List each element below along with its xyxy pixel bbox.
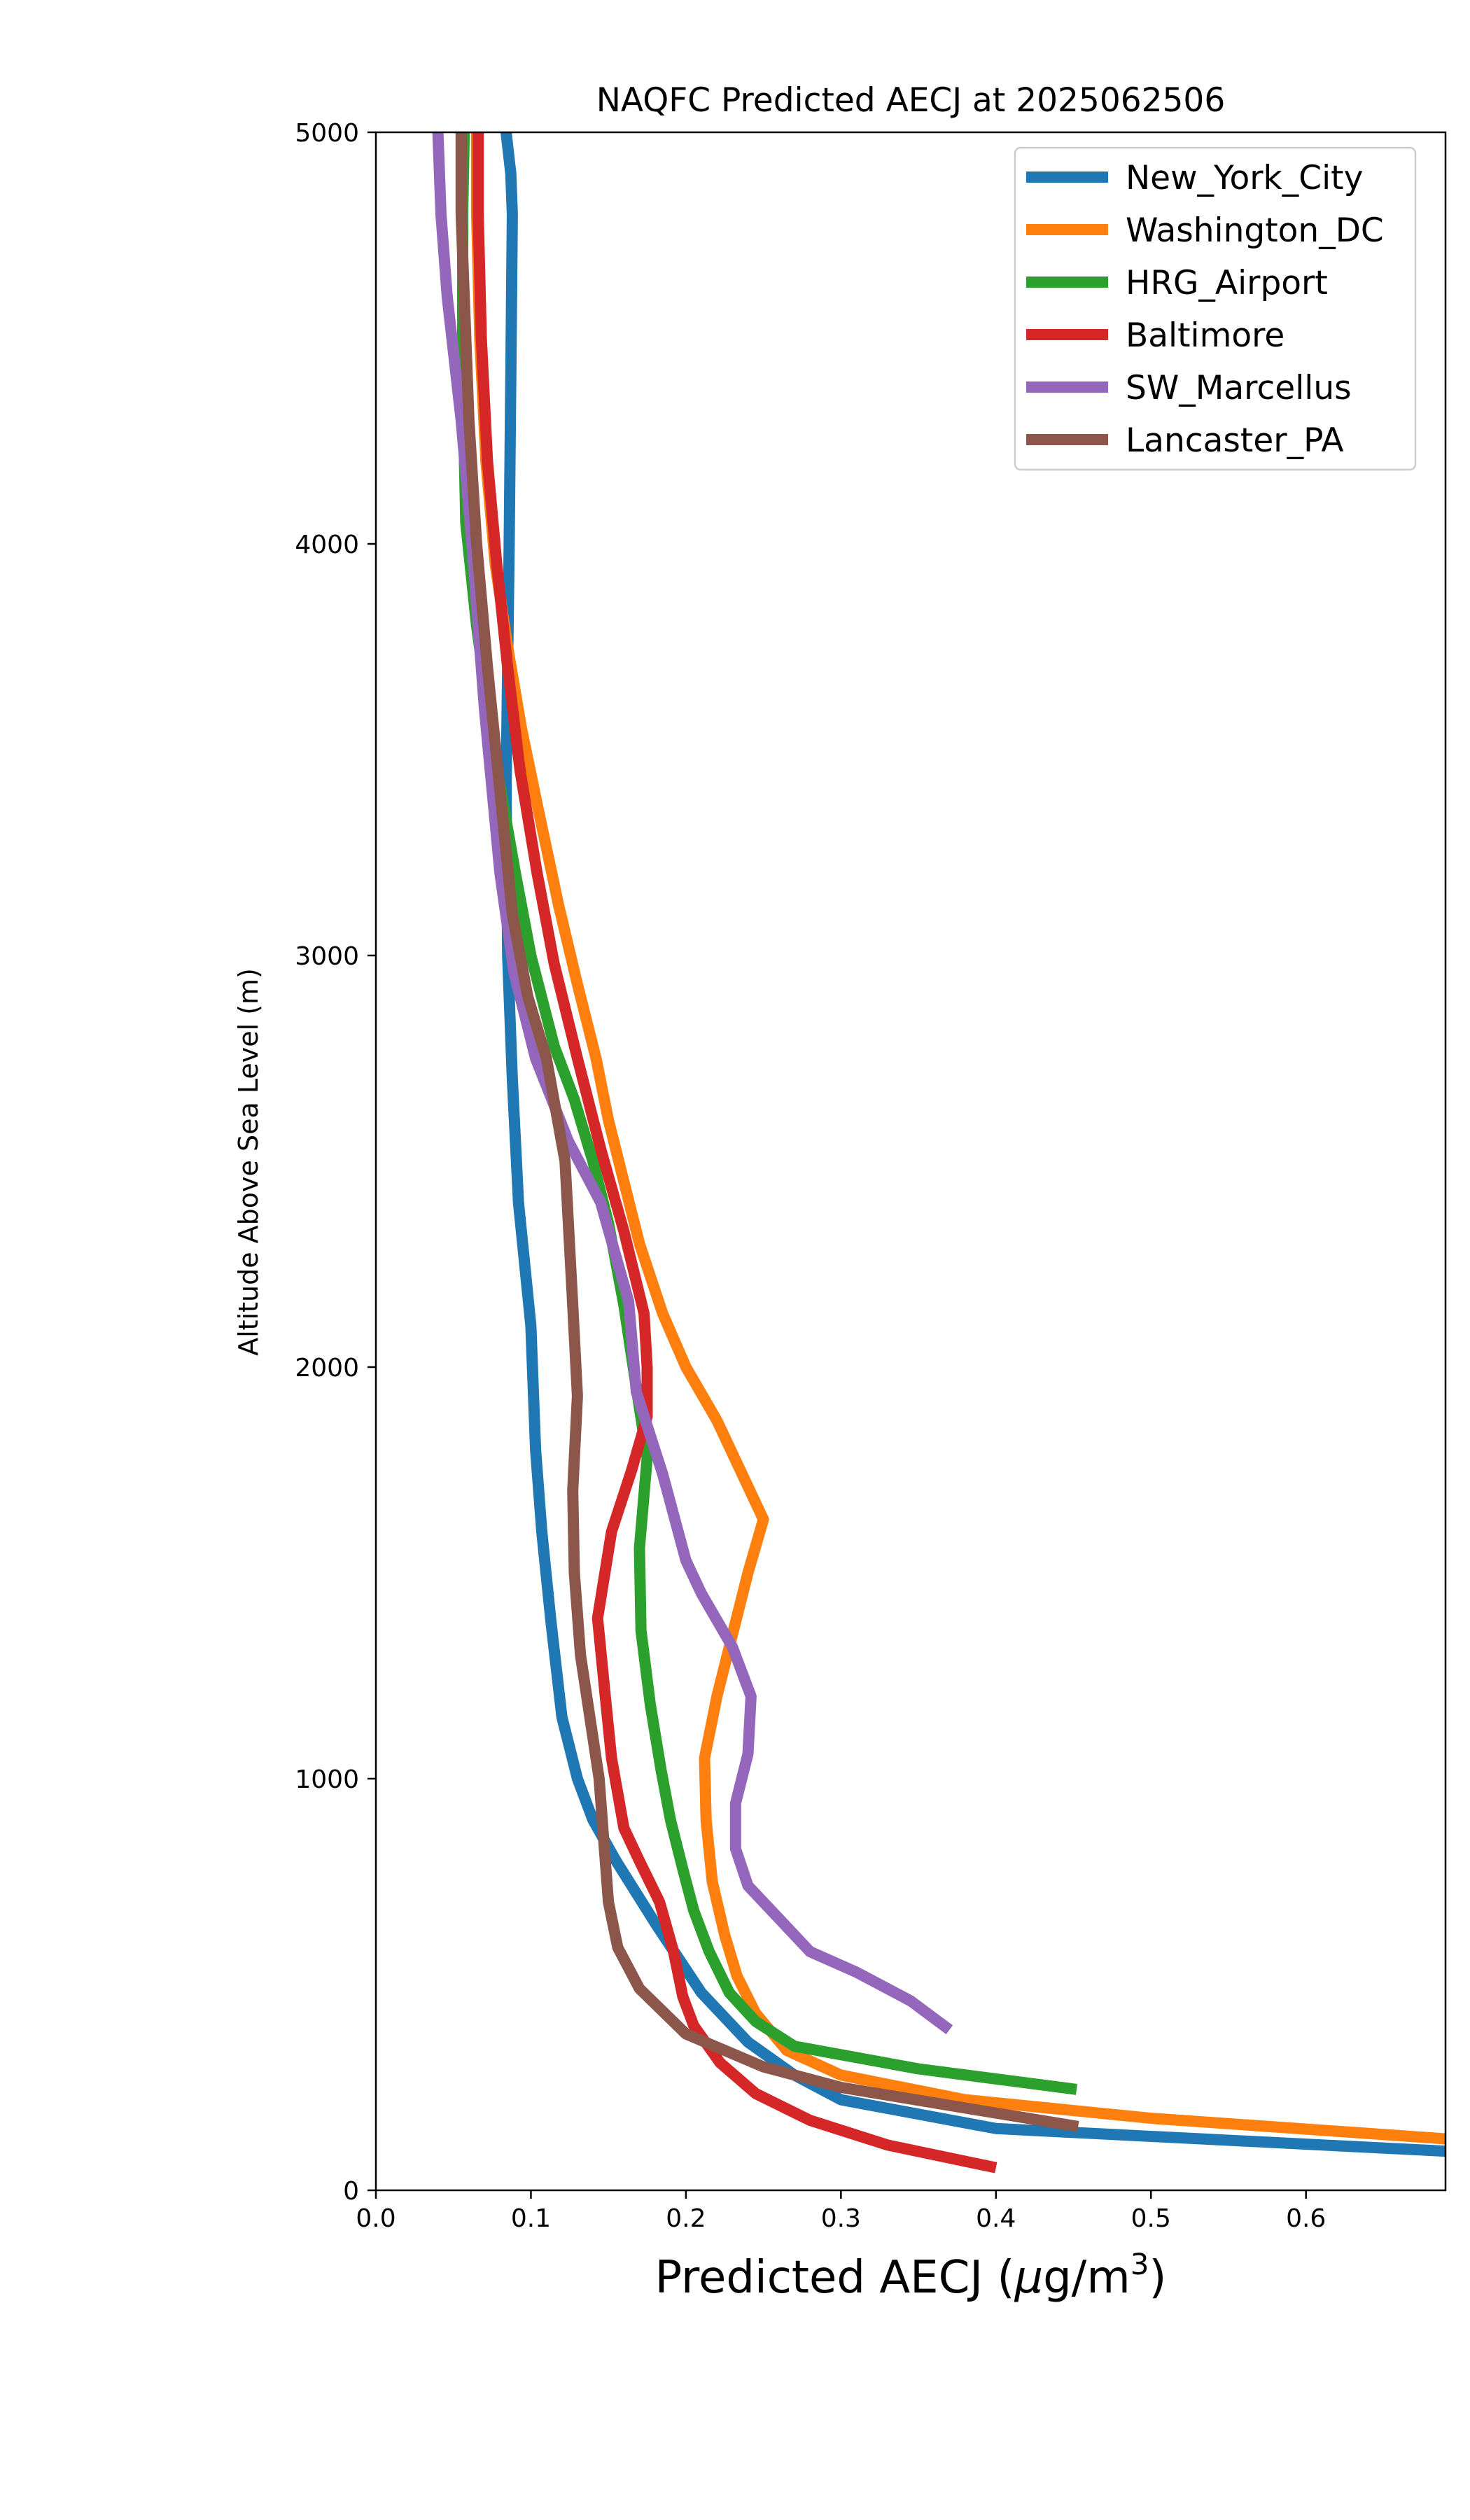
x-tick-label: 0.1	[511, 2204, 551, 2233]
series-line-baltimore	[472, 132, 997, 2174]
y-tick-label: 2000	[295, 1354, 359, 1382]
chart-title: NAQFC Predicted AECJ at 2025062506	[596, 81, 1226, 120]
legend-label: Baltimore	[1126, 316, 1284, 355]
legend-label: Lancaster_PA	[1126, 421, 1344, 460]
legend-label: New_York_City	[1126, 159, 1363, 197]
y-tick-label: 4000	[295, 531, 359, 559]
series-lines	[432, 132, 1446, 2174]
x-axis: 0.0 0.1 0.2 0.3 0.4 0.5 0.6	[356, 2190, 1326, 2233]
x-axis-label: Predicted AECJ (μg/m3)	[655, 2247, 1167, 2304]
series-line-lancaster-pa	[455, 132, 1079, 2132]
legend-label: Washington_DC	[1126, 211, 1384, 250]
legend: New_York_City Washington_DC HRG_Airport Bal…	[1014, 146, 1417, 471]
x-axis-label-mu: μ	[1014, 2252, 1043, 2304]
y-tick-label: 0	[343, 2177, 359, 2206]
y-axis-label: Altitude Above Sea Level (m)	[233, 968, 264, 1356]
y-tick-label: 5000	[295, 119, 359, 148]
plot-frame	[374, 131, 1447, 2192]
y-tick-label: 3000	[295, 942, 359, 971]
legend-label: HRG_Airport	[1126, 264, 1328, 302]
series-line-new-york-city	[500, 132, 1446, 2157]
x-tick-label: 0.6	[1286, 2204, 1326, 2233]
x-axis-label-text: Predicted AECJ (	[655, 2252, 1015, 2304]
x-tick-label: 0.0	[356, 2204, 396, 2233]
y-tick-label: 1000	[295, 1765, 359, 1794]
x-tick-label: 0.2	[666, 2204, 706, 2233]
x-axis-label-unit: g/m	[1043, 2252, 1130, 2304]
y-axis: 0 1000 2000 3000 4000 5000	[295, 119, 376, 2206]
x-tick-label: 0.4	[976, 2204, 1016, 2233]
legend-label: SW_Marcellus	[1126, 369, 1352, 407]
x-axis-label-close: )	[1149, 2252, 1166, 2304]
x-axis-label-sup: 3	[1130, 2247, 1149, 2281]
legend-box	[1014, 146, 1417, 471]
x-tick-label: 0.3	[821, 2204, 861, 2233]
x-tick-label: 0.5	[1131, 2204, 1171, 2233]
